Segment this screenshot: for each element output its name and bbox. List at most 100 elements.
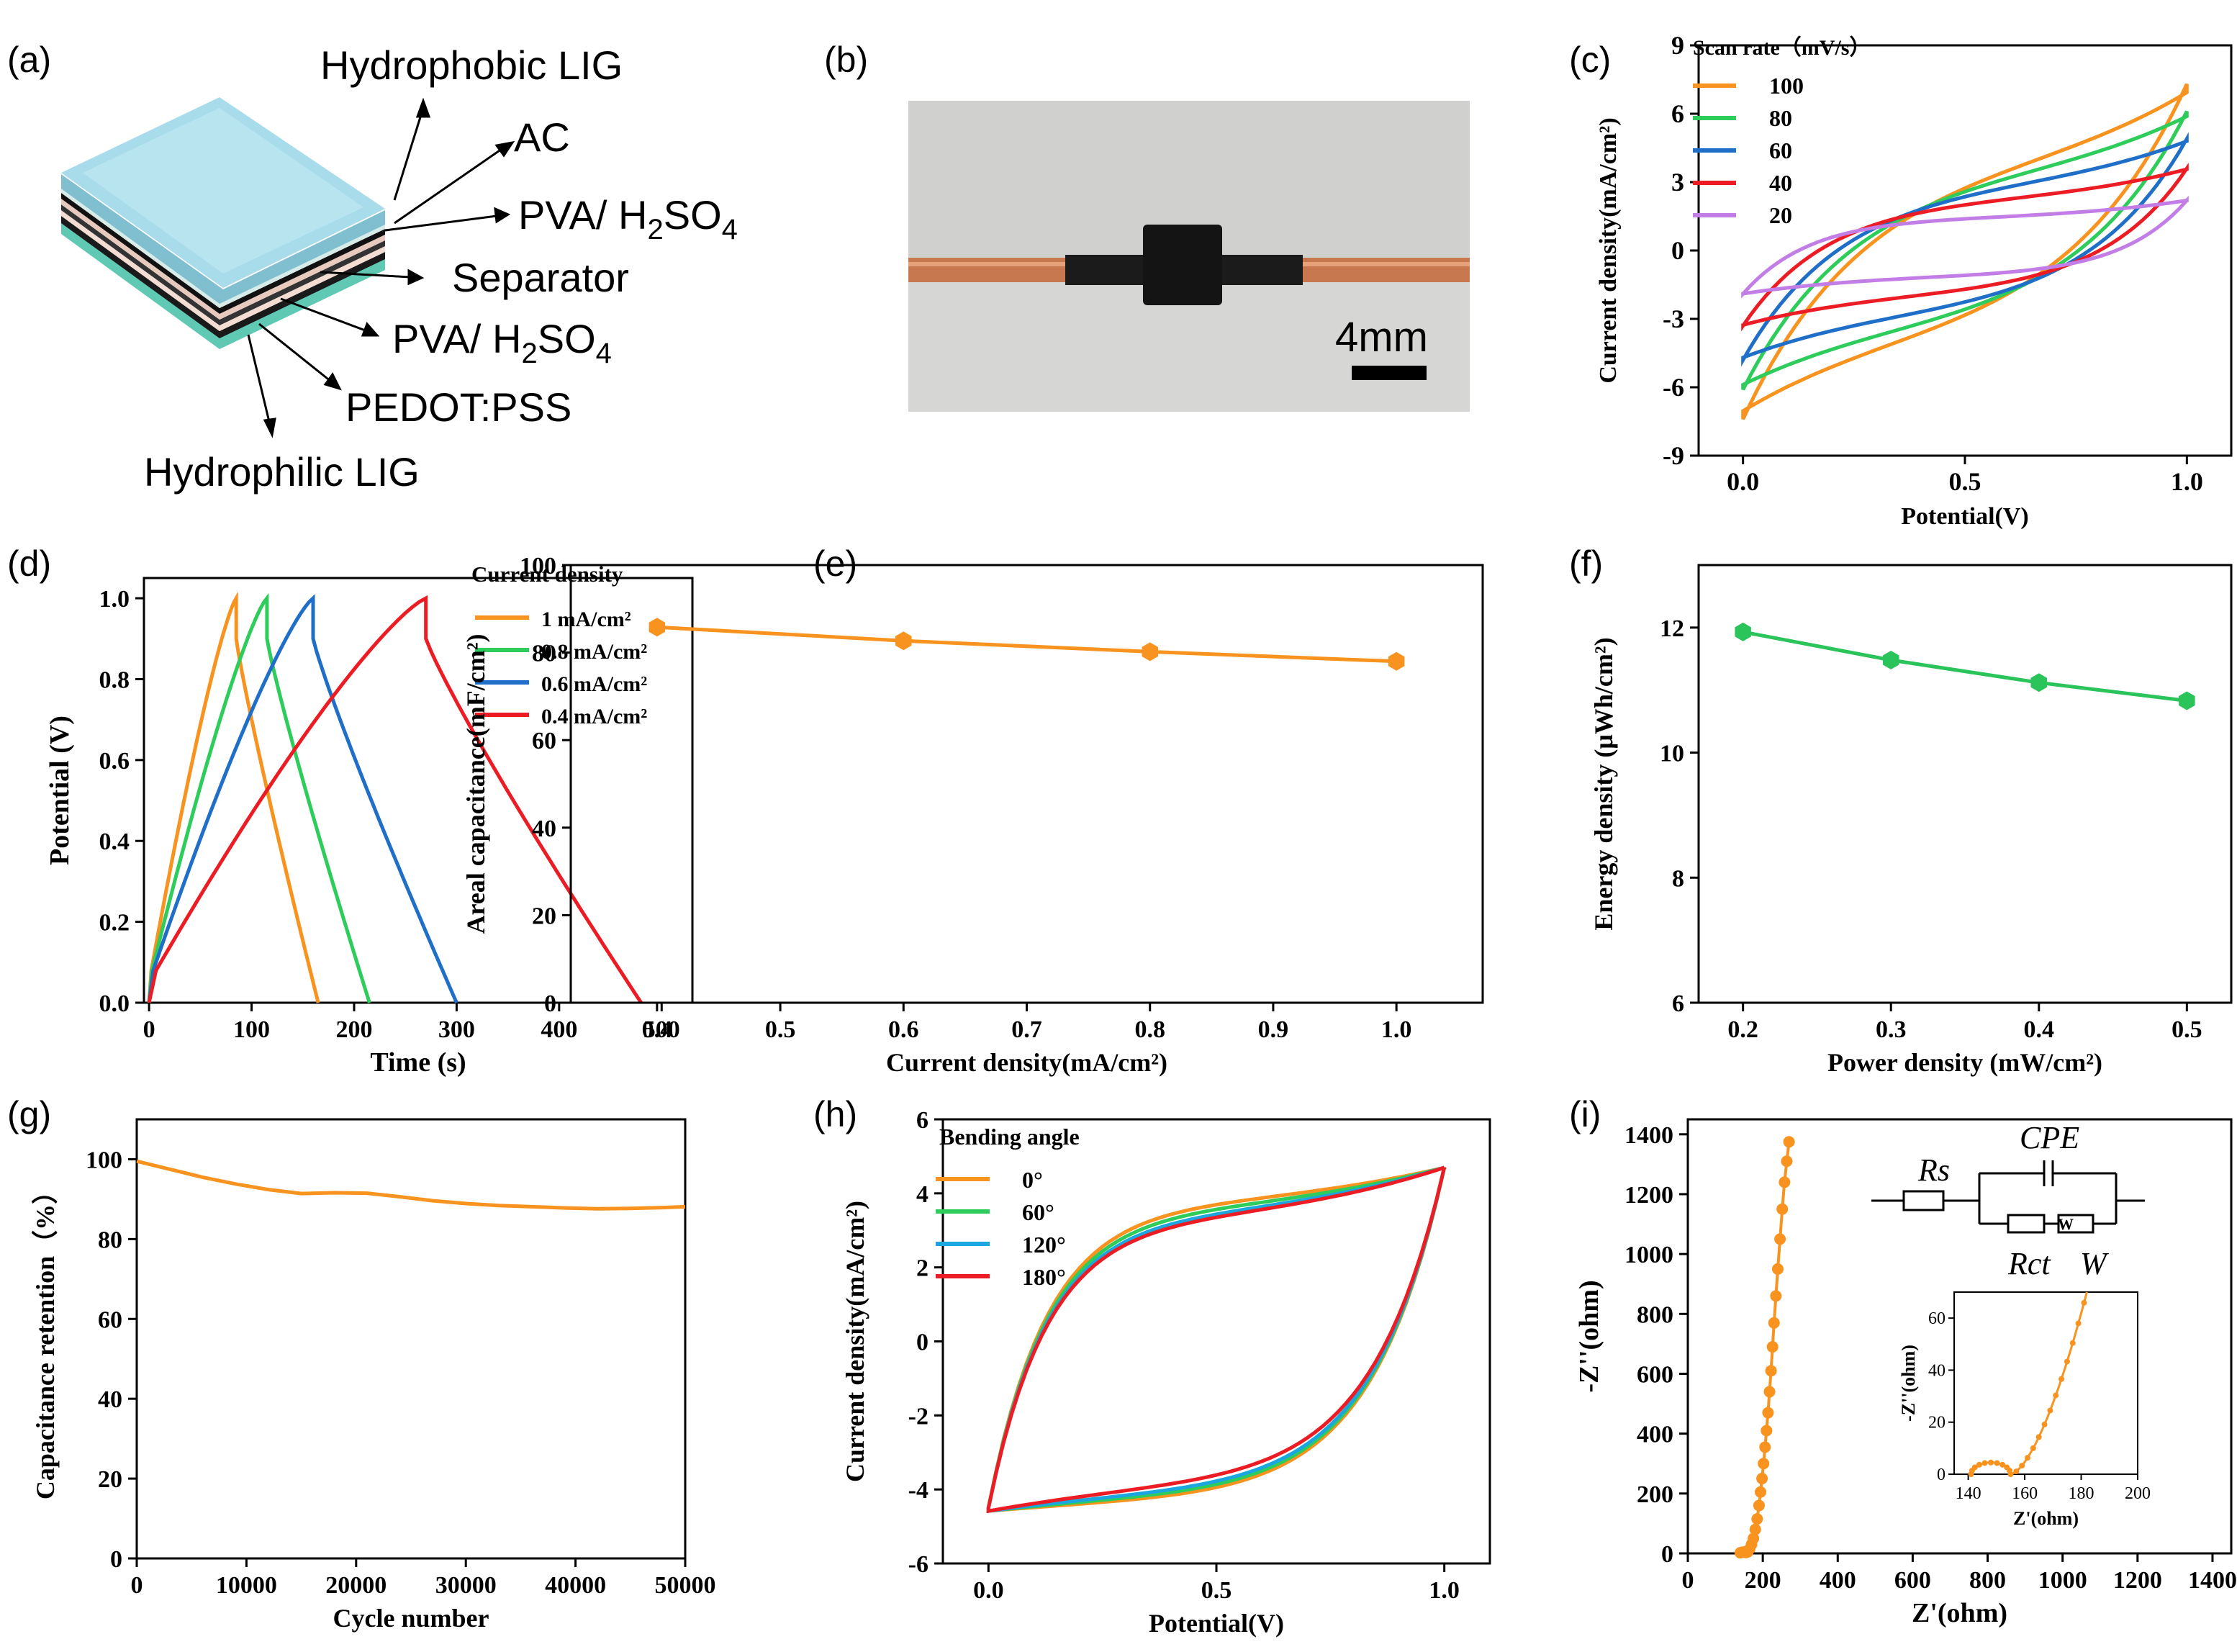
inset-x-tick-label: 200 xyxy=(2125,1484,2151,1503)
eis-point-27 xyxy=(1783,1136,1795,1148)
plot-frame xyxy=(1697,564,2233,1004)
cv-curve-80 xyxy=(1741,110,2189,391)
y-tick-label: 3 xyxy=(1671,168,1684,197)
data-point-3 xyxy=(2179,691,2195,710)
y-axis-label: Current density(mA/cm²) xyxy=(841,1201,869,1482)
y-tick-label: 6 xyxy=(1672,990,1684,1017)
eis-point-20 xyxy=(1768,1317,1780,1329)
layer-leader-lines xyxy=(247,97,515,438)
x-tick-label: 0.5 xyxy=(2172,1016,2202,1043)
x-tick-label: 100 xyxy=(233,1016,270,1043)
eis-point-9 xyxy=(1751,1513,1763,1525)
y-axis-label: Capacitance retention（%） xyxy=(31,1178,60,1499)
y-tick-label: 1.0 xyxy=(99,586,130,613)
inset-point-28 xyxy=(2030,1445,2036,1451)
legend-entry-100: 100 xyxy=(1769,73,1804,99)
x-tick-label: 0.5 xyxy=(1949,467,1981,496)
legend-entry-2: 0.6 mA/cm² xyxy=(541,672,647,696)
label-pva-h2so4-top: PVA/ H2SO4 xyxy=(518,192,738,245)
x-axis-label: Current density(mA/cm²) xyxy=(886,1048,1167,1077)
legend-entry-0: 0° xyxy=(1022,1167,1043,1193)
supercapacitor-layer-stack xyxy=(61,97,385,349)
inset-point-36 xyxy=(2053,1392,2059,1399)
panel-label: (i) xyxy=(1569,1094,1601,1134)
warburg-symbol: W xyxy=(2058,1215,2074,1233)
legend-entry-3: 180° xyxy=(1022,1264,1066,1290)
x-tick-label: 0 xyxy=(131,1572,143,1599)
panel-label: (e) xyxy=(813,543,857,584)
scale-bar xyxy=(1352,366,1427,380)
panel-label: (f) xyxy=(1569,543,1603,584)
panel-f-ragone: (f) 0.2 0.3 0.4 0.5 6 8 10 12 Power density (mW/c… xyxy=(1569,543,2233,1077)
x-tick-label: 300 xyxy=(438,1016,475,1043)
panel-b-label: (b) xyxy=(824,40,868,80)
x-tick-label: 200 xyxy=(1745,1567,1781,1594)
x-axis-label: Time (s) xyxy=(370,1047,466,1078)
y-tick-label: 0.4 xyxy=(99,829,130,855)
bending-cv-3 xyxy=(986,1165,1447,1514)
inset-point-34 xyxy=(2047,1407,2053,1414)
panel-d-gcd: (d)0 100 200 300 400 5000.00.20.40.60.81.0Tim… xyxy=(7,543,694,1078)
y-tick-label: 10 xyxy=(1660,741,1684,767)
x-tick-label: 400 xyxy=(541,1016,577,1043)
x-axis-label: Power density (mW/cm²) xyxy=(1827,1048,2102,1077)
data-point-3 xyxy=(1388,651,1405,671)
w-label: W xyxy=(2080,1246,2109,1281)
x-tick-label: 0.4 xyxy=(642,1016,673,1043)
eis-point-10 xyxy=(1753,1499,1765,1512)
legend-entry-1: 60° xyxy=(1022,1199,1054,1225)
panel-g-cycling: (g) 0 10000 20000 30000 40000 50000 0 20 40 60 80 10… xyxy=(7,1094,716,1633)
label-pedot-pss: PEDOT:PSS xyxy=(345,384,571,430)
eis-point-7 xyxy=(1748,1533,1760,1545)
label-hydrophilic-lig: Hydrophilic LIG xyxy=(144,449,420,495)
x-tick-label: 0.9 xyxy=(1258,1016,1289,1043)
series-line xyxy=(1743,630,2187,703)
device-square xyxy=(1143,225,1222,305)
legend-entry-40: 40 xyxy=(1769,170,1792,196)
y-tick-label: -3 xyxy=(1663,304,1684,333)
y-tick-label: 0 xyxy=(1661,1541,1673,1568)
y-tick-label: -6 xyxy=(908,1551,928,1578)
panel-h-cv-bending: (h) 0.0 0.5 1.0 -6 -4 -2 0 2 4 6 Potential(V) Curren… xyxy=(813,1094,1491,1638)
legend-title: Scan rate（mV/s） xyxy=(1693,35,1871,60)
x-tick-label: 400 xyxy=(1820,1567,1856,1594)
eis-point-17 xyxy=(1763,1386,1776,1398)
gcd-curve-2 xyxy=(147,594,458,1004)
data-point-0 xyxy=(648,618,666,637)
panel-a-label: (a) xyxy=(7,40,51,80)
inset-point-14 xyxy=(1999,1461,2006,1468)
panel-label: (c) xyxy=(1569,40,1611,80)
inset-x-tick-label: 180 xyxy=(2069,1484,2094,1503)
gcd-curve-3 xyxy=(147,595,643,1004)
y-tick-label: 0.2 xyxy=(99,910,130,936)
y-tick-label: 20 xyxy=(532,903,556,929)
inset-point-10 xyxy=(1988,1459,1994,1466)
x-axis-label: Potential(V) xyxy=(1901,503,2029,530)
legend-entry-20: 20 xyxy=(1769,202,1792,228)
rct-resistor xyxy=(2007,1214,2046,1234)
series-line xyxy=(656,625,1397,664)
inset-y-tick-label: 20 xyxy=(1928,1414,1945,1432)
x-tick-label: 0 xyxy=(143,1016,155,1043)
y-tick-label: 0.8 xyxy=(99,667,130,693)
eis-point-8 xyxy=(1749,1523,1761,1535)
label-ac: AC xyxy=(514,114,570,160)
panel-label: (h) xyxy=(813,1094,857,1134)
panel-b-photo: (b) 4mm xyxy=(824,40,1470,412)
data-point-1 xyxy=(895,631,912,651)
x-tick-label: 200 xyxy=(335,1016,372,1043)
eis-point-25 xyxy=(1779,1176,1791,1188)
eis-point-26 xyxy=(1781,1155,1793,1168)
y-axis-label: Current density(mA/cm²) xyxy=(1595,117,1622,383)
y-tick-label: -9 xyxy=(1663,441,1684,470)
data-point-0 xyxy=(1735,622,1751,641)
legend-entry-60: 60 xyxy=(1769,137,1792,163)
y-tick-label: 0 xyxy=(544,990,556,1017)
x-tick-label: 0.5 xyxy=(1201,1577,1232,1604)
legend-entry-1: 0.8 mA/cm² xyxy=(541,640,647,664)
inset-x-tick-label: 160 xyxy=(2012,1484,2038,1503)
inset-point-22 xyxy=(2013,1468,2020,1475)
y-tick-label: 4 xyxy=(916,1181,928,1208)
y-tick-label: 8 xyxy=(1672,865,1684,892)
